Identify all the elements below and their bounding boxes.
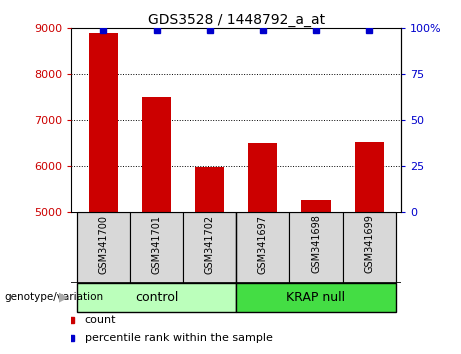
Text: GSM341701: GSM341701: [152, 215, 161, 274]
Text: count: count: [85, 315, 116, 325]
Text: GSM341702: GSM341702: [205, 215, 215, 274]
Text: control: control: [135, 291, 178, 304]
Bar: [355, 142, 384, 212]
Text: percentile rank within the sample: percentile rank within the sample: [85, 333, 272, 343]
Bar: [183, 212, 236, 283]
Bar: [89, 33, 118, 212]
Text: ▶: ▶: [59, 291, 68, 304]
Text: KRAP null: KRAP null: [286, 291, 346, 304]
Text: GSM341700: GSM341700: [98, 215, 108, 274]
Bar: [248, 143, 278, 212]
Title: GDS3528 / 1448792_a_at: GDS3528 / 1448792_a_at: [148, 13, 325, 27]
Bar: [236, 212, 290, 283]
Bar: [77, 212, 130, 283]
Bar: [77, 283, 236, 312]
Bar: [343, 212, 396, 283]
Text: GSM341697: GSM341697: [258, 215, 268, 274]
Bar: [195, 167, 225, 212]
Bar: [290, 212, 343, 283]
Bar: [142, 97, 171, 212]
Text: GSM341698: GSM341698: [311, 215, 321, 273]
Text: genotype/variation: genotype/variation: [5, 292, 104, 302]
Bar: [130, 212, 183, 283]
Bar: [236, 283, 396, 312]
Bar: [301, 200, 331, 212]
Text: GSM341699: GSM341699: [364, 215, 374, 273]
